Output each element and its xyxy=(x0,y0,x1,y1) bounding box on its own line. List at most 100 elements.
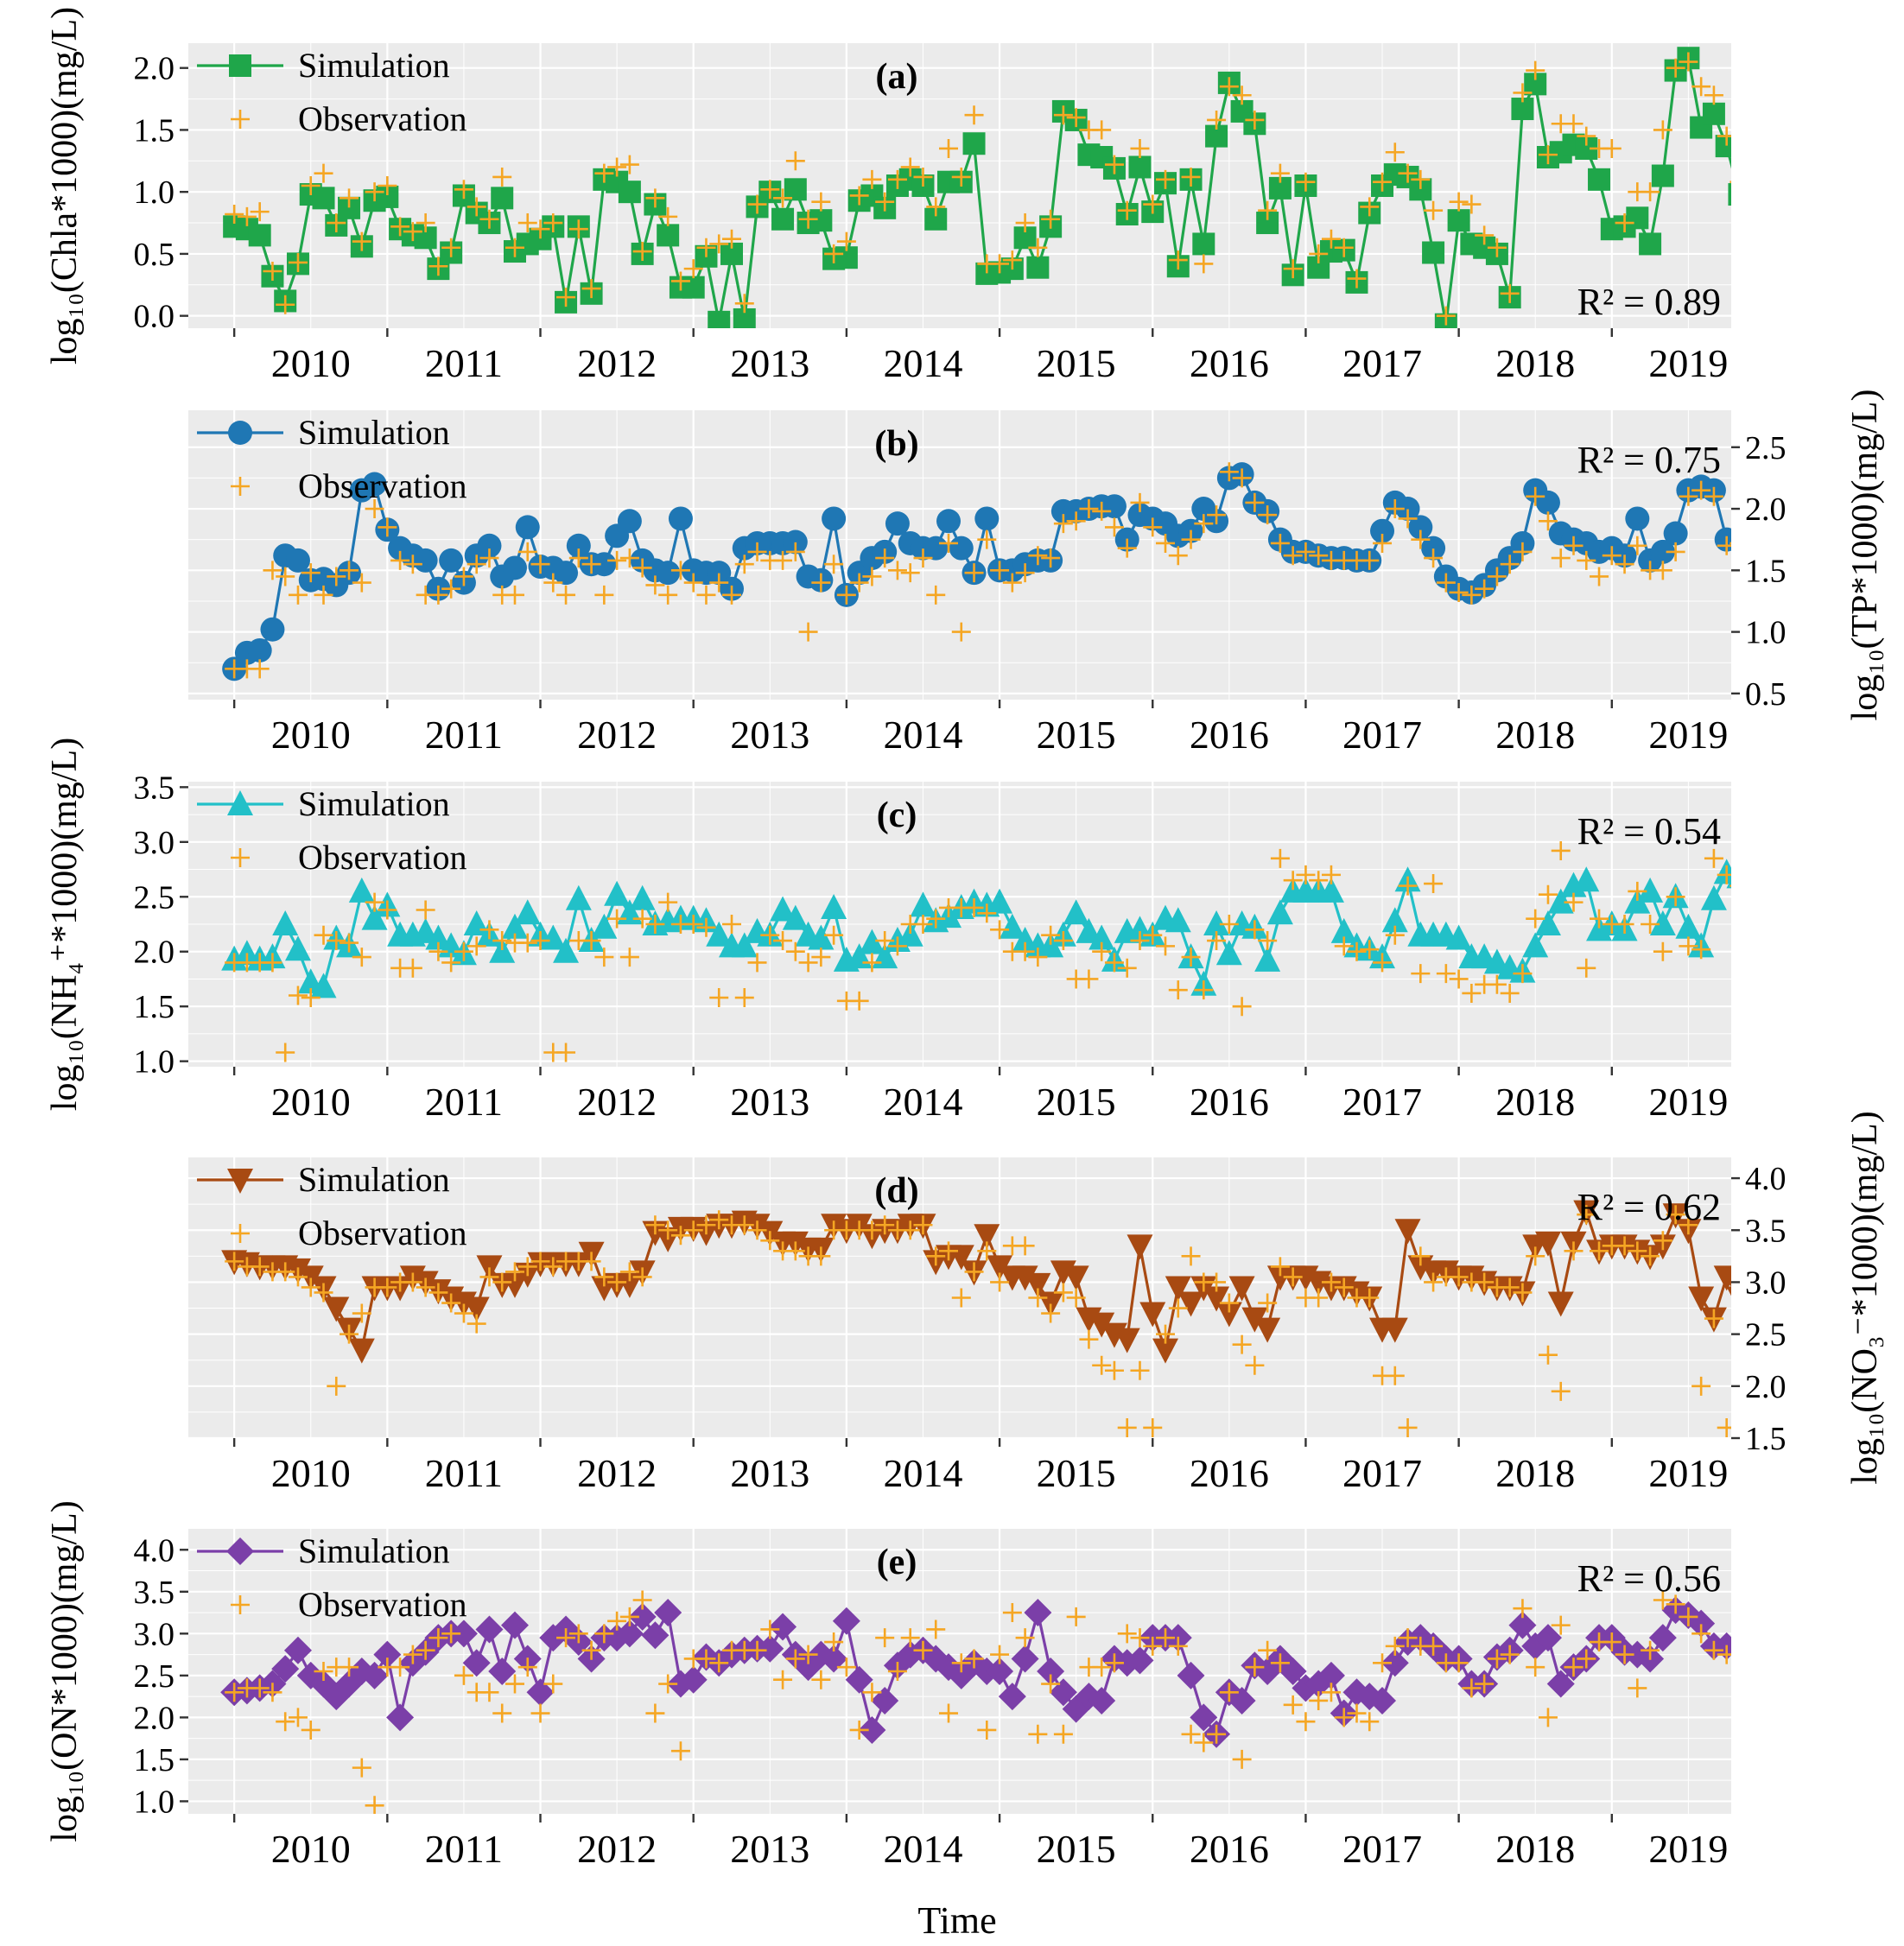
observation-point xyxy=(492,931,512,951)
simulation-point xyxy=(1165,907,1191,933)
observation-point xyxy=(301,1277,321,1297)
simulation-point xyxy=(1626,206,1649,230)
y-tick-label: 2.5 xyxy=(134,1658,175,1695)
observation-point xyxy=(887,561,907,580)
observation-point xyxy=(1424,548,1444,568)
x-tick-label: 2011 xyxy=(425,713,503,757)
observation-point xyxy=(1538,511,1558,531)
observation-point xyxy=(556,1043,576,1062)
observation-point xyxy=(1704,848,1723,868)
simulation-point xyxy=(1203,1286,1230,1312)
observation-point xyxy=(1590,909,1609,929)
observation-point xyxy=(1270,848,1290,868)
simulation-point xyxy=(425,924,452,950)
simulation-point xyxy=(373,1640,402,1669)
legend: Simulation Observation xyxy=(197,1531,467,1624)
observation-point xyxy=(862,567,882,586)
simulation-point xyxy=(1165,1276,1191,1302)
simulation-point xyxy=(1663,521,1688,546)
observation-point xyxy=(658,1674,678,1694)
simulation-point xyxy=(1025,1272,1051,1298)
observation-point xyxy=(1729,542,1731,545)
y-tick-label: 4.0 xyxy=(1745,1161,1787,1197)
observation-point xyxy=(1168,1298,1188,1318)
y-tick-label: 1.5 xyxy=(134,1742,175,1778)
simulation-point xyxy=(1588,168,1611,191)
simulation-point xyxy=(604,880,631,906)
observation-point xyxy=(1181,1724,1201,1744)
observation-point xyxy=(1219,77,1239,97)
observation-point xyxy=(1538,1345,1558,1365)
observation-point xyxy=(1717,1645,1731,1664)
observation-point xyxy=(327,213,346,233)
observation-point xyxy=(556,585,576,605)
simulation-point xyxy=(501,1272,528,1298)
observation-point xyxy=(581,931,601,951)
simulation-point xyxy=(1128,155,1152,179)
x-tick-label: 2017 xyxy=(1342,1451,1422,1495)
observation-point xyxy=(1526,909,1545,929)
simulation-point xyxy=(491,187,514,210)
observation-point xyxy=(1373,172,1393,192)
x-tick-label: 2017 xyxy=(1342,341,1422,385)
observation-point xyxy=(1449,192,1469,212)
observation-point xyxy=(416,900,435,920)
simulation-point xyxy=(1726,1286,1731,1296)
observation-point xyxy=(543,573,563,593)
observation-point xyxy=(913,548,933,568)
observation-point xyxy=(696,238,716,257)
observation-point xyxy=(1577,958,1596,978)
observation-point xyxy=(607,1611,627,1631)
simulation-point xyxy=(756,1634,784,1663)
observation-point xyxy=(1691,1624,1711,1644)
observation-point xyxy=(632,558,652,578)
observation-point xyxy=(1232,997,1252,1017)
x-axis-title: Time xyxy=(917,1899,996,1942)
observation-point xyxy=(314,1662,333,1681)
observation-point xyxy=(543,213,563,233)
simulation-point xyxy=(1215,940,1242,966)
observation-point xyxy=(1360,1712,1380,1732)
observation-point xyxy=(1500,555,1520,574)
observation-point xyxy=(760,925,780,945)
observation-point xyxy=(543,1674,563,1694)
observation-point xyxy=(1053,514,1073,534)
observation-point xyxy=(1526,486,1545,506)
x-tick-label: 2016 xyxy=(1190,341,1269,385)
observation-point xyxy=(1564,1241,1583,1261)
observation-point xyxy=(747,542,767,561)
observation-point xyxy=(875,548,895,568)
observation-point xyxy=(875,931,895,951)
y-tick-label: 0.5 xyxy=(1745,676,1787,713)
observation-point xyxy=(1168,980,1188,1000)
observation-point xyxy=(1462,585,1482,605)
observation-point xyxy=(913,915,933,934)
simulation-point xyxy=(1101,494,1127,519)
observation-point xyxy=(288,986,308,1005)
observation-point xyxy=(1411,529,1431,549)
observation-point xyxy=(1168,546,1188,566)
observation-point xyxy=(670,1741,690,1761)
observation-point xyxy=(1717,865,1731,884)
observation-point xyxy=(1296,865,1316,884)
observation-point xyxy=(632,1267,652,1287)
simulation-point xyxy=(618,181,641,204)
observation-point xyxy=(607,909,627,929)
observation-point xyxy=(696,1649,716,1669)
simulation-point xyxy=(1026,256,1050,279)
observation-point xyxy=(670,271,690,291)
observation-point xyxy=(403,222,422,242)
observation-point xyxy=(365,182,384,202)
observation-point xyxy=(670,561,690,580)
observation-point xyxy=(811,573,831,593)
x-tick-label: 2013 xyxy=(730,1827,809,1871)
observation-point xyxy=(340,188,359,208)
observation-point xyxy=(900,157,920,177)
observation-point xyxy=(1373,1653,1393,1673)
observation-point xyxy=(721,915,741,934)
simulation-point xyxy=(1741,183,1763,206)
observation-point xyxy=(1207,505,1227,525)
x-tick-label: 2013 xyxy=(730,1451,809,1495)
observation-point xyxy=(225,1252,244,1271)
